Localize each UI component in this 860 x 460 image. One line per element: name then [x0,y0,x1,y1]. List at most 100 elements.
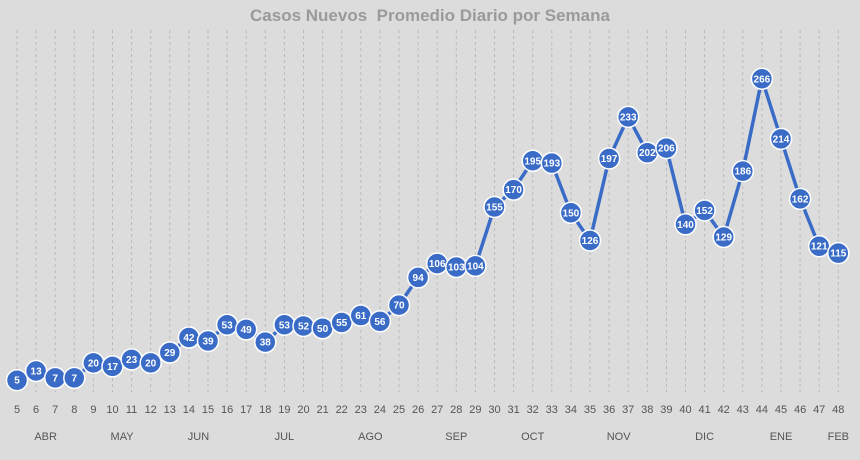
data-label: 121 [811,242,828,253]
data-point [559,201,583,224]
month-label: ABR [34,431,57,443]
data-point [139,351,162,375]
data-label: 53 [222,320,234,331]
x-tick-label: 41 [698,404,710,416]
data-point [712,225,735,249]
data-label: 155 [486,202,503,213]
x-tick-label: 27 [431,404,443,416]
data-label: 61 [355,311,367,322]
data-point [406,266,430,289]
x-tick-label: 20 [297,404,309,416]
month-label: SEP [445,431,467,443]
x-tick-label: 7 [52,404,58,416]
data-label: 49 [241,325,253,336]
data-point [540,151,564,175]
data-label: 202 [639,148,656,159]
data-label: 197 [601,154,618,165]
x-tick-label: 24 [374,404,386,416]
data-point [464,254,487,278]
chart-title: Casos Nuevos Promedio Diario por Semana [250,6,610,25]
x-tick-label: 36 [603,404,615,416]
data-label: 104 [467,261,484,272]
data-label: 94 [413,273,425,284]
x-tick-label: 19 [278,404,290,416]
data-point [5,368,29,392]
data-point [387,293,411,317]
data-point [655,136,678,160]
x-tick-label: 45 [775,404,787,416]
data-label: 103 [448,263,465,274]
data-label: 56 [374,317,386,328]
x-tick-label: 37 [622,404,634,416]
data-point [597,147,621,170]
data-point [731,159,755,183]
month-label: NOV [607,431,632,443]
x-tick-label: 46 [794,404,806,416]
data-label: 50 [317,324,329,335]
x-tick-label: 39 [660,404,672,416]
x-tick-label: 28 [450,404,462,416]
month-label: OCT [521,431,545,443]
month-label: JUN [188,431,209,443]
x-tick-label: 33 [546,404,558,416]
data-label: 52 [298,321,310,332]
data-label: 152 [696,206,713,217]
month-label: FEB [828,431,849,443]
x-tick-label: 48 [832,404,844,416]
x-tick-label: 38 [641,404,653,416]
data-label: 150 [563,208,580,219]
x-tick-label: 22 [336,404,348,416]
data-label: 266 [754,74,771,85]
data-point [674,213,697,236]
data-label: 70 [393,301,405,312]
data-label: 106 [429,259,446,270]
data-label: 214 [773,134,790,145]
data-label: 206 [658,144,675,155]
month-label: JUL [275,431,295,443]
data-point [788,187,812,211]
data-label: 39 [202,336,214,347]
month-label: DIC [695,431,714,443]
data-label: 53 [279,320,291,331]
x-tick-label: 12 [145,404,157,416]
x-tick-label: 43 [737,404,749,416]
data-label: 38 [260,338,272,349]
x-tick-label: 5 [14,404,20,416]
x-tick-label: 14 [183,404,195,416]
data-label: 186 [734,167,751,178]
x-tick-label: 16 [221,404,233,416]
data-label: 193 [543,159,560,170]
x-tick-label: 29 [469,404,481,416]
x-tick-label: 23 [355,404,367,416]
data-label: 55 [336,318,348,329]
data-point [616,105,640,129]
data-point [63,366,86,390]
data-point [502,178,525,201]
data-point [368,310,392,333]
month-label: ENE [770,431,793,443]
x-tick-label: 13 [164,404,176,416]
data-label: 23 [126,355,138,366]
x-tick-label: 9 [90,404,96,416]
x-tick-label: 31 [507,404,519,416]
data-label: 126 [582,236,599,247]
data-point [578,229,602,252]
x-tick-label: 10 [106,404,118,416]
x-tick-label: 30 [488,404,500,416]
data-label: 162 [792,194,809,205]
data-label: 7 [72,373,78,384]
month-label: AGO [358,431,383,443]
x-tick-label: 25 [393,404,405,416]
month-label: MAY [111,431,135,443]
x-tick-label: 42 [718,404,730,416]
data-label: 233 [620,112,637,123]
x-tick-label: 15 [202,404,214,416]
data-point [750,67,774,91]
x-tick-label: 34 [565,404,577,416]
data-point [693,199,716,222]
data-label: 7 [52,373,58,384]
data-label: 140 [677,220,694,231]
data-label: 13 [31,366,43,377]
